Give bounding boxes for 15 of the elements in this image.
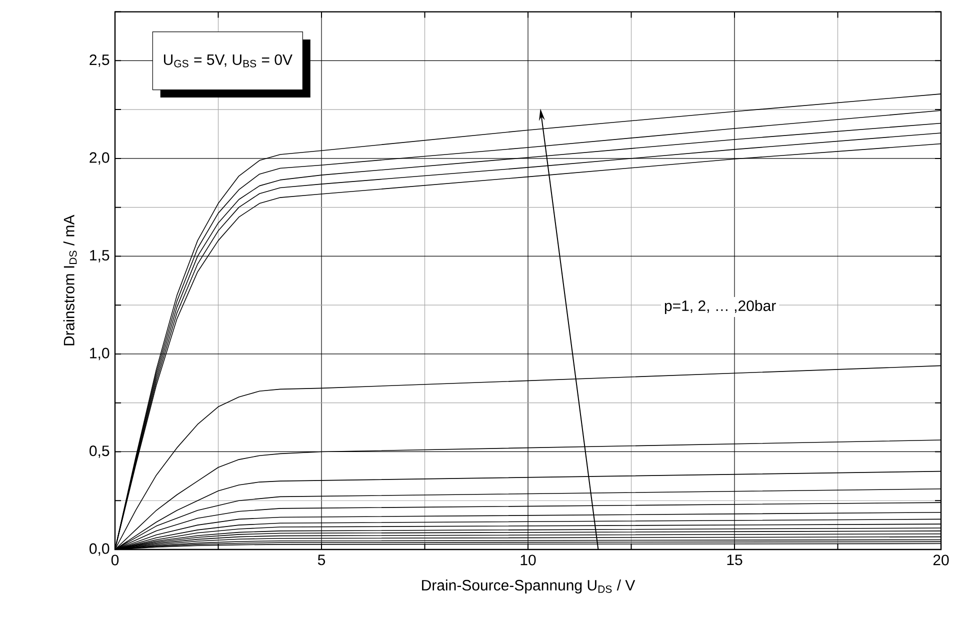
x-tick-label: 15	[727, 554, 742, 566]
y-tick-label: 2,0	[90, 152, 110, 165]
x-tick-label: 0	[111, 554, 119, 566]
x-tick-label: 20	[933, 554, 949, 566]
y-tick-label: 1,0	[90, 348, 110, 360]
annotation: p=1, 2, … ,20bar	[664, 300, 776, 314]
annotation: U$_{GS}$ = 5V, U$_{BS}$ = 0V	[164, 54, 292, 68]
x-axis-title: Drain-Source-Spannung U$_{DS}$ / V	[422, 580, 636, 594]
y-tick-label: 0,5	[90, 446, 110, 458]
y-tick-label: 1,5	[90, 250, 110, 262]
y-tick-label: 0,0	[90, 543, 110, 556]
y-axis-title: Drainstrom I$_{DS}$ / mA	[63, 214, 77, 346]
y-tick-label: 2,5	[90, 54, 110, 67]
x-tick-label: 10	[520, 554, 536, 566]
x-tick-label: 5	[318, 554, 326, 566]
